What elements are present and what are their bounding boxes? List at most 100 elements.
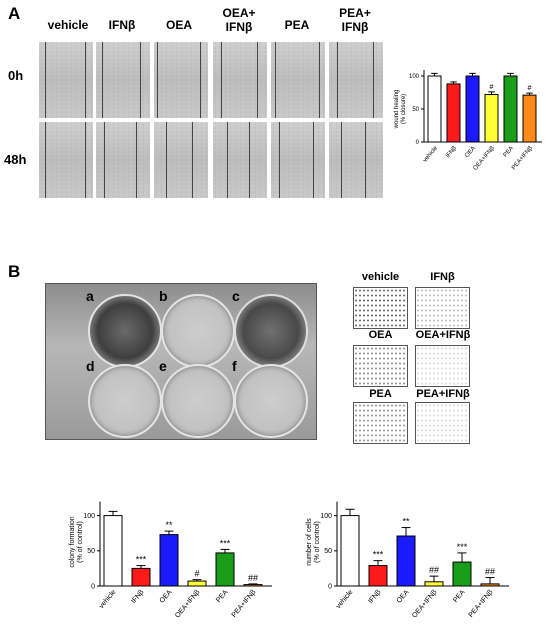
well-label-e: e [159, 358, 167, 374]
micrograph-r1-c5 [329, 122, 383, 198]
chart-1-annotation-1: *** [136, 555, 147, 565]
chart-2-annotation-5: ## [485, 567, 495, 577]
chart-0-bar-3 [484, 93, 499, 143]
chart-1-xtick-label-2: OEA [159, 589, 174, 605]
chart-2-ytick-label-1: 50 [324, 548, 332, 555]
col-label-pea: PEA [284, 18, 310, 32]
chart-2-xtick-label-2: OEA [396, 589, 411, 605]
thumb-vehicle [353, 287, 408, 329]
chart-1-xtick-label-3: OEA+IFNβ [174, 589, 201, 620]
chart-2-bar-3 [424, 581, 444, 587]
chart-2-xtick-label-1: IFNβ [367, 589, 382, 605]
thumb-label-oea-ifn: OEA+IFNβ [415, 329, 471, 341]
chart-2-annotation-3: ## [429, 565, 439, 575]
well-b [161, 294, 235, 368]
micrograph-r0-c4 [271, 42, 325, 118]
micrograph-r0-c2 [154, 42, 208, 118]
thumb-oea-ifn [415, 345, 470, 387]
chart-1-annotation-3: # [194, 569, 199, 579]
chart-2-bar-1 [368, 565, 388, 587]
micrograph-r0-c3 [213, 42, 267, 118]
well-label-b: b [159, 288, 168, 304]
well-e [161, 364, 235, 438]
chart-0-ytick-label-0: 0 [416, 140, 420, 146]
chart-0-xtick-label-4: PEA [503, 145, 515, 158]
colony-plate-photo: a b c d e f [45, 283, 317, 440]
chart-2-ylabel: number of cells(% of control) [306, 518, 321, 566]
col-label-oea-ifn: OEA+ IFNβ [222, 6, 256, 34]
thumb-ifn [415, 287, 470, 329]
chart-2-bar-0 [340, 515, 360, 587]
chart-1-bar-2 [159, 534, 179, 587]
col-label-pea-ifn: PEA+ IFNβ [339, 6, 371, 34]
thumb-label-pea: PEA [369, 388, 392, 400]
col-label-vehicle: vehicle [47, 18, 89, 32]
chart-2-annotation-4: *** [457, 542, 468, 552]
chart-1-ytick-label-2: 100 [83, 513, 95, 520]
micrograph-r1-c2 [154, 122, 208, 198]
chart-2-xtick-label-3: OEA+IFNβ [411, 589, 438, 620]
chart-2-bar-4 [452, 561, 472, 587]
well-d [88, 364, 162, 438]
colony-formation-chart: colony formation(% of control) 0 50 100 vehi… [69, 501, 272, 620]
chart-1-xtick-label-5: PEA+IFNβ [231, 589, 258, 619]
well-label-d: d [86, 358, 95, 374]
thumb-label-oea: OEA [368, 329, 393, 341]
micrograph-r0-c0 [39, 42, 93, 118]
chart-1-bar-4 [215, 552, 235, 587]
chart-1-bar-3 [187, 580, 207, 587]
chart-2-xtick-label-5: PEA+IFNβ [468, 589, 495, 619]
chart-1-ylabel: colony formation(% of control) [69, 516, 84, 567]
chart-2-xtick-label-0: vehicle [335, 589, 354, 610]
chart-2-ytick-label-0: 0 [328, 583, 332, 590]
chart-0-bar-0 [427, 75, 442, 143]
wound-healing-chart: wound healing(% closure) 0 50 100 vehicle IFN… [394, 70, 542, 172]
chart-2-ytick-label-2: 100 [320, 513, 332, 520]
micrograph-r1-c4 [271, 122, 325, 198]
chart-1-ytick-label-0: 0 [91, 583, 95, 590]
chart-1-bar-5 [243, 584, 263, 587]
row-label-0h: 0h [8, 68, 24, 83]
well-c [234, 294, 308, 368]
chart-1-bar-1 [131, 567, 151, 587]
chart-0-annotation-3: # [490, 84, 494, 91]
thumb-pea [353, 402, 408, 444]
well-label-c: c [232, 288, 240, 304]
panel-b-label: B [8, 262, 21, 281]
thumb-oea [353, 345, 408, 387]
thumb-label-ifn: IFNβ [430, 271, 455, 283]
chart-2-annotation-2: ** [402, 517, 410, 527]
chart-0-xtick-label-1: IFNβ [445, 145, 458, 159]
thumb-label-vehicle: vehicle [361, 271, 400, 283]
chart-0-bar-1 [446, 83, 461, 143]
micrograph-r1-c3 [213, 122, 267, 198]
micrograph-r1-c1 [96, 122, 150, 198]
chart-0-bar-5 [522, 94, 537, 143]
well-f [234, 364, 308, 438]
chart-0-ytick-label-2: 100 [409, 74, 420, 80]
panel-a-label: A [8, 4, 21, 23]
chart-0-ylabel: wound healing(% closure) [394, 90, 407, 130]
thumb-pea-ifn [415, 402, 470, 444]
chart-2-annotation-1: *** [373, 550, 384, 560]
chart-0-xtick-label-0: vehicle [422, 145, 439, 164]
thumb-label-pea-ifn: PEA+IFNβ [416, 388, 470, 400]
well-label-a: a [86, 288, 94, 304]
well-a [88, 294, 162, 368]
col-label-ifn: IFNβ [108, 18, 136, 32]
well-label-f: f [232, 358, 237, 374]
row-label-48h: 48h [4, 152, 27, 167]
chart-1-xtick-label-1: IFNβ [130, 589, 145, 605]
chart-0-bar-4 [503, 75, 518, 143]
chart-2-bar-2 [396, 535, 416, 587]
chart-2-xtick-label-4: PEA [452, 589, 467, 604]
col-label-oea: OEA [165, 18, 192, 32]
micrograph-r0-c1 [96, 42, 150, 118]
chart-0-annotation-5: # [528, 85, 532, 92]
micrograph-r1-c0 [39, 122, 93, 198]
chart-0-ytick-label-1: 50 [412, 107, 419, 113]
chart-1-annotation-4: *** [220, 538, 231, 548]
micrograph-r0-c5 [329, 42, 383, 118]
chart-0-bar-2 [465, 75, 480, 143]
